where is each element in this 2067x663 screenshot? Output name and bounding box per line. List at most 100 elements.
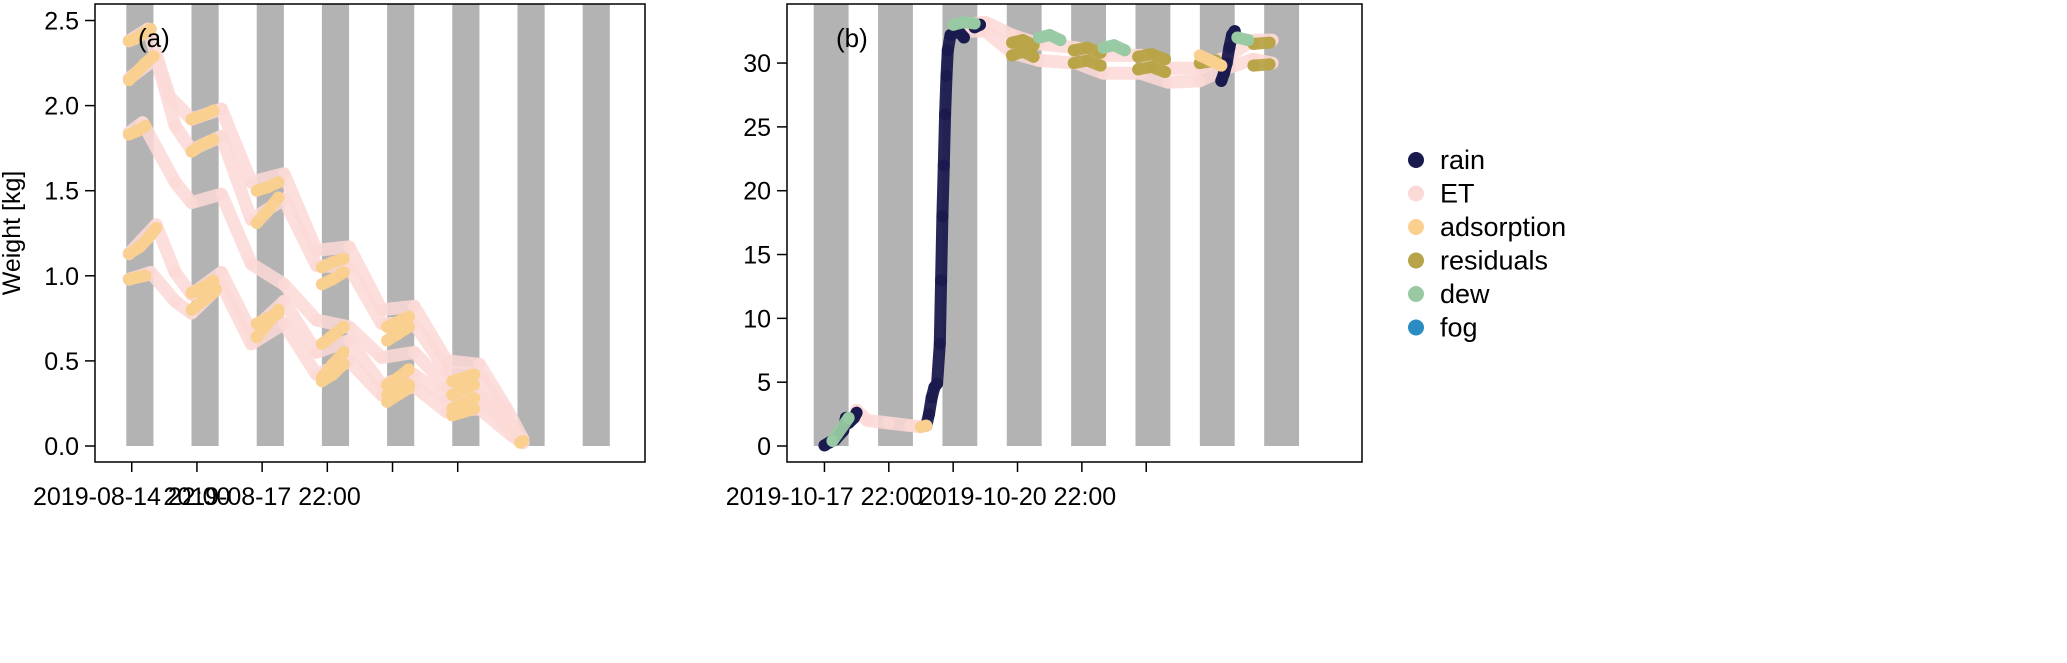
panel-label: (b) xyxy=(836,23,868,53)
y-tick-label-3: 15 xyxy=(743,242,771,270)
point-adsorption-10-0 xyxy=(185,113,198,126)
x-tick-label-0: 2019-08-14 22:00 xyxy=(33,483,230,511)
point-adsorption-21-2 xyxy=(337,346,350,359)
point-adsorption-25-2 xyxy=(402,363,415,376)
plot-frame xyxy=(94,3,646,463)
point-residuals-9-0 xyxy=(1067,44,1080,57)
point-adsorption-7-2 xyxy=(139,120,152,132)
point-adsorption-6-1 xyxy=(131,65,144,78)
point-adsorption-28-2 xyxy=(468,368,480,381)
point-residuals-7-0 xyxy=(1006,36,1019,49)
y-tick-label-4: 2.0 xyxy=(44,93,79,121)
point-residuals-7-1 xyxy=(1016,34,1029,47)
point-ET-4-6 xyxy=(277,317,290,330)
plot-frame xyxy=(786,3,1363,463)
point-rain-4-7 xyxy=(936,210,949,223)
legend-marker-rain xyxy=(1408,152,1424,168)
point-adsorption-21-0 xyxy=(1193,49,1206,62)
point-rain-4-2 xyxy=(925,391,938,404)
legend-marker-dew xyxy=(1408,286,1424,302)
point-adsorption-17-1 xyxy=(261,312,274,325)
point-adsorption-20-1 xyxy=(326,329,339,342)
point-rain-4-9 xyxy=(939,108,952,121)
point-residuals-10-0 xyxy=(1067,57,1080,70)
point-adsorption-18-0 xyxy=(315,261,328,274)
legend-label-rain: rain xyxy=(1440,145,1485,175)
y-tick-label-5: 2.5 xyxy=(44,8,79,36)
point-adsorption-14-1 xyxy=(261,181,274,194)
point-residuals-15-1 xyxy=(1263,58,1276,71)
point-rain-4-10 xyxy=(940,69,953,82)
legend-label-adsorption: adsorption xyxy=(1440,212,1566,242)
point-adsorption-11-0 xyxy=(185,145,198,158)
panel-label: (a) xyxy=(138,23,170,53)
point-residuals-11-1 xyxy=(1145,48,1158,61)
point-dew-18-2 xyxy=(1118,44,1131,57)
x-tick-label-2: 2019-08-17 22:00 xyxy=(163,483,360,511)
point-dew-16-1 xyxy=(957,16,970,29)
point-dew-20-0 xyxy=(826,434,839,447)
point-adsorption-22-2 xyxy=(337,358,350,371)
point-residuals-8-1 xyxy=(1016,45,1029,58)
point-adsorption-30-2 xyxy=(468,392,480,405)
point-ET-0-12 xyxy=(473,358,486,371)
point-residuals-11-0 xyxy=(1132,50,1145,63)
point-adsorption-19-0 xyxy=(315,278,328,291)
point-residuals-12-1 xyxy=(1145,60,1158,73)
point-rain-4-8 xyxy=(937,159,950,172)
point-residuals-12-2 xyxy=(1159,66,1171,78)
y-axis-label: Weight [kg] xyxy=(0,171,26,296)
point-ET-0-2 xyxy=(882,417,895,429)
point-adsorption-17-0 xyxy=(250,317,263,330)
night-band-0 xyxy=(813,4,849,446)
point-adsorption-23-0 xyxy=(381,320,394,333)
point-adsorption-15-0 xyxy=(250,217,263,229)
legend-label-ET: ET xyxy=(1440,179,1475,209)
point-rain-4-5 xyxy=(933,337,946,350)
point-residuals-11-2 xyxy=(1159,53,1171,66)
point-adsorption-21-1 xyxy=(1204,54,1217,67)
point-dew-17-2 xyxy=(1054,34,1067,47)
point-ET-2-7 xyxy=(310,314,323,327)
point-adsorption-8-3 xyxy=(150,222,163,235)
point-ET-0-6 xyxy=(277,167,290,180)
point-adsorption-18-2 xyxy=(337,252,350,265)
point-adsorption-16-0 xyxy=(250,331,263,344)
point-dew-18-1 xyxy=(1108,39,1120,52)
point-ET-0-1 xyxy=(861,414,874,427)
point-adsorption-8-0 xyxy=(123,247,135,260)
y-tick-label-2: 10 xyxy=(743,305,771,333)
legend-marker-residuals xyxy=(1408,252,1424,269)
point-adsorption-22-1 xyxy=(326,368,339,381)
point-adsorption-13-1 xyxy=(196,295,209,308)
point-ET-3-4 xyxy=(215,266,228,279)
legend-label-residuals: residuals xyxy=(1440,246,1548,276)
point-ET-2-3 xyxy=(185,196,198,209)
point-rain-4-1 xyxy=(923,408,935,421)
point-ET-0-3 xyxy=(904,419,917,432)
point-residuals-8-0 xyxy=(1006,49,1019,62)
point-adsorption-31-0 xyxy=(446,409,459,422)
night-band-1 xyxy=(878,4,913,446)
point-adsorption-11-1 xyxy=(196,138,209,151)
point-adsorption-31-2 xyxy=(468,402,480,415)
point-adsorption-31-1 xyxy=(457,406,470,418)
point-residuals-10-2 xyxy=(1094,59,1107,72)
point-adsorption-22-0 xyxy=(315,375,328,388)
point-rain-4-4 xyxy=(931,377,944,390)
point-adsorption-9-2 xyxy=(139,269,152,282)
x-tick-label-3: 2019-10-20 22:00 xyxy=(919,483,1116,511)
y-tick-label-6: 30 xyxy=(743,50,771,78)
point-ET-0-5 xyxy=(245,176,258,189)
point-adsorption-12-1 xyxy=(196,281,209,294)
point-residuals-9-1 xyxy=(1081,41,1094,54)
night-band-3 xyxy=(1006,4,1042,446)
point-dew-17-1 xyxy=(1043,29,1056,41)
point-adsorption-23-2 xyxy=(402,310,415,323)
night-band-1 xyxy=(191,4,219,446)
point-adsorption-10-1 xyxy=(196,109,209,122)
point-adsorption-11-2 xyxy=(207,133,220,146)
point-adsorption-15-1 xyxy=(261,205,274,218)
y-tick-label-0: 0 xyxy=(757,433,771,461)
